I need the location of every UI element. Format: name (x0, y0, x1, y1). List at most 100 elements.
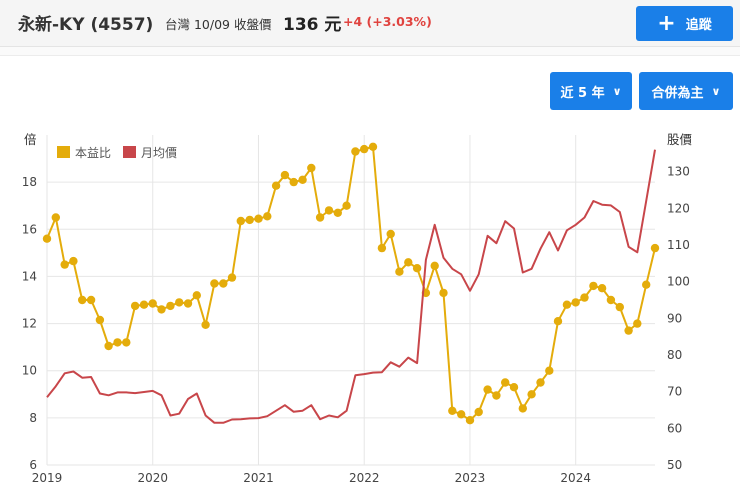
pe-ratio-point (245, 215, 254, 225)
pe-ratio-point (139, 300, 149, 309)
pe-ratio-point (589, 281, 598, 291)
pe-ratio-point (263, 212, 272, 221)
pe-ratio-point (289, 177, 298, 187)
left-tick-label: 10 (22, 364, 37, 378)
pe-ratio-point (615, 302, 624, 312)
legend-label: 月均價 (141, 146, 177, 160)
range-label: 近 5 年 (560, 85, 605, 101)
right-tick-label: 80 (667, 348, 682, 362)
pe-ratio-point (536, 378, 545, 387)
pe-ratio-point (166, 301, 175, 311)
pe-ratio-point (545, 366, 554, 375)
left-tick-label: 18 (22, 175, 37, 189)
pe-ratio-point (386, 229, 395, 239)
pe-ratio-point (439, 288, 448, 298)
pe-ratio-point (474, 407, 483, 417)
pe-ratio-point (509, 383, 519, 392)
mode-dropdown[interactable]: 合併為主 ∨ (639, 72, 733, 110)
pe-ratio-point (86, 295, 96, 305)
pe-ratio-point (404, 258, 413, 267)
pe-ratio-point (377, 243, 387, 253)
header-divider (0, 47, 740, 56)
close-info: 台灣 10/09 收盤價 (165, 17, 272, 32)
pe-ratio-point (113, 338, 122, 347)
pe-ratio-point (69, 256, 78, 266)
close-price: 136 元 (283, 15, 342, 35)
pe-ratio-point (633, 319, 642, 328)
pe-ratio-point (210, 279, 219, 288)
pe-ratio-point (580, 293, 589, 302)
pe-ratio-point (650, 243, 660, 253)
stock-header: 永新-KY (4557) 台灣 10/09 收盤價 136 元 +4 (+3.0… (0, 0, 740, 47)
chevron-down-icon: ∨ (711, 84, 721, 98)
pe-ratio-point (448, 406, 457, 415)
pe-ratio-point (457, 410, 466, 419)
pe-ratio-point (562, 300, 572, 309)
chevron-down-icon: ∨ (612, 84, 622, 98)
right-tick-label: 120 (667, 201, 690, 215)
pe-ratio-point (236, 216, 245, 226)
pe-ratio-point (518, 404, 527, 413)
pe-ratio-point (219, 279, 228, 288)
pe-ratio-point (51, 213, 60, 222)
pe-ratio-line (46, 145, 656, 422)
x-tick-label: 2023 (455, 471, 486, 485)
x-tick-label: 2021 (243, 471, 274, 485)
right-tick-label: 50 (667, 458, 682, 472)
left-tick-label: 12 (22, 317, 37, 331)
right-tick-label: 70 (667, 385, 682, 399)
right-axis-title: 股價 (667, 132, 693, 147)
pe-ratio-point (642, 280, 651, 289)
follow-label: 追蹤 (685, 18, 712, 33)
pe-ratio-point (333, 208, 342, 217)
follow-button[interactable]: + 追蹤 (636, 6, 733, 41)
legend-label: 本益比 (75, 146, 111, 160)
pe-ratio-point (42, 234, 52, 243)
pe-ratio-point (104, 341, 113, 351)
left-tick-label: 14 (22, 269, 37, 283)
pe-ratio-point (553, 317, 563, 326)
pe-ratio-point (95, 315, 105, 325)
left-axis-title: 倍 (24, 132, 37, 147)
mode-label: 合併為主 (651, 85, 704, 101)
stock-name: 永新-KY (4557) (18, 15, 154, 35)
pe-ratio-point (368, 142, 378, 151)
pe-ratio-point (157, 305, 166, 314)
left-tick-label: 6 (29, 458, 37, 472)
pe-ratio-point (597, 284, 607, 293)
pe-ratio-point (192, 291, 201, 300)
pe-ratio-point (315, 213, 325, 222)
price-line (46, 149, 656, 424)
pe-ratio-point (351, 147, 360, 156)
right-tick-label: 110 (667, 238, 690, 252)
pe-ratio-point (298, 175, 307, 184)
pe-ratio-point (342, 201, 351, 210)
x-tick-label: 2020 (137, 471, 168, 485)
pe-ratio-point (307, 163, 316, 173)
pe-ratio-point (175, 298, 184, 307)
x-tick-label: 2019 (32, 471, 63, 485)
left-tick-label: 16 (22, 222, 37, 236)
pe-ratio-point (492, 391, 501, 400)
legend-swatch (123, 146, 136, 158)
pe-ratio-point (527, 390, 536, 399)
x-tick-label: 2024 (560, 471, 591, 485)
pe-ratio-point (183, 299, 193, 308)
pe-ratio-point (606, 295, 616, 305)
right-tick-label: 60 (667, 421, 682, 435)
pe-ratio-point (395, 267, 404, 276)
right-tick-label: 90 (667, 311, 682, 325)
pe-ratio-point (624, 326, 633, 335)
pe-ratio-point (465, 416, 475, 425)
pe-ratio-point (430, 261, 439, 270)
right-tick-label: 130 (667, 165, 690, 179)
left-tick-label: 8 (29, 411, 37, 425)
pe-ratio-point (501, 378, 510, 387)
pe-ratio-point (201, 320, 210, 329)
pe-ratio-point (271, 181, 281, 190)
range-dropdown[interactable]: 近 5 年 ∨ (550, 72, 632, 110)
pe-ratio-point (280, 170, 290, 180)
pe-ratio-point (130, 301, 140, 311)
plus-icon: + (657, 10, 676, 36)
